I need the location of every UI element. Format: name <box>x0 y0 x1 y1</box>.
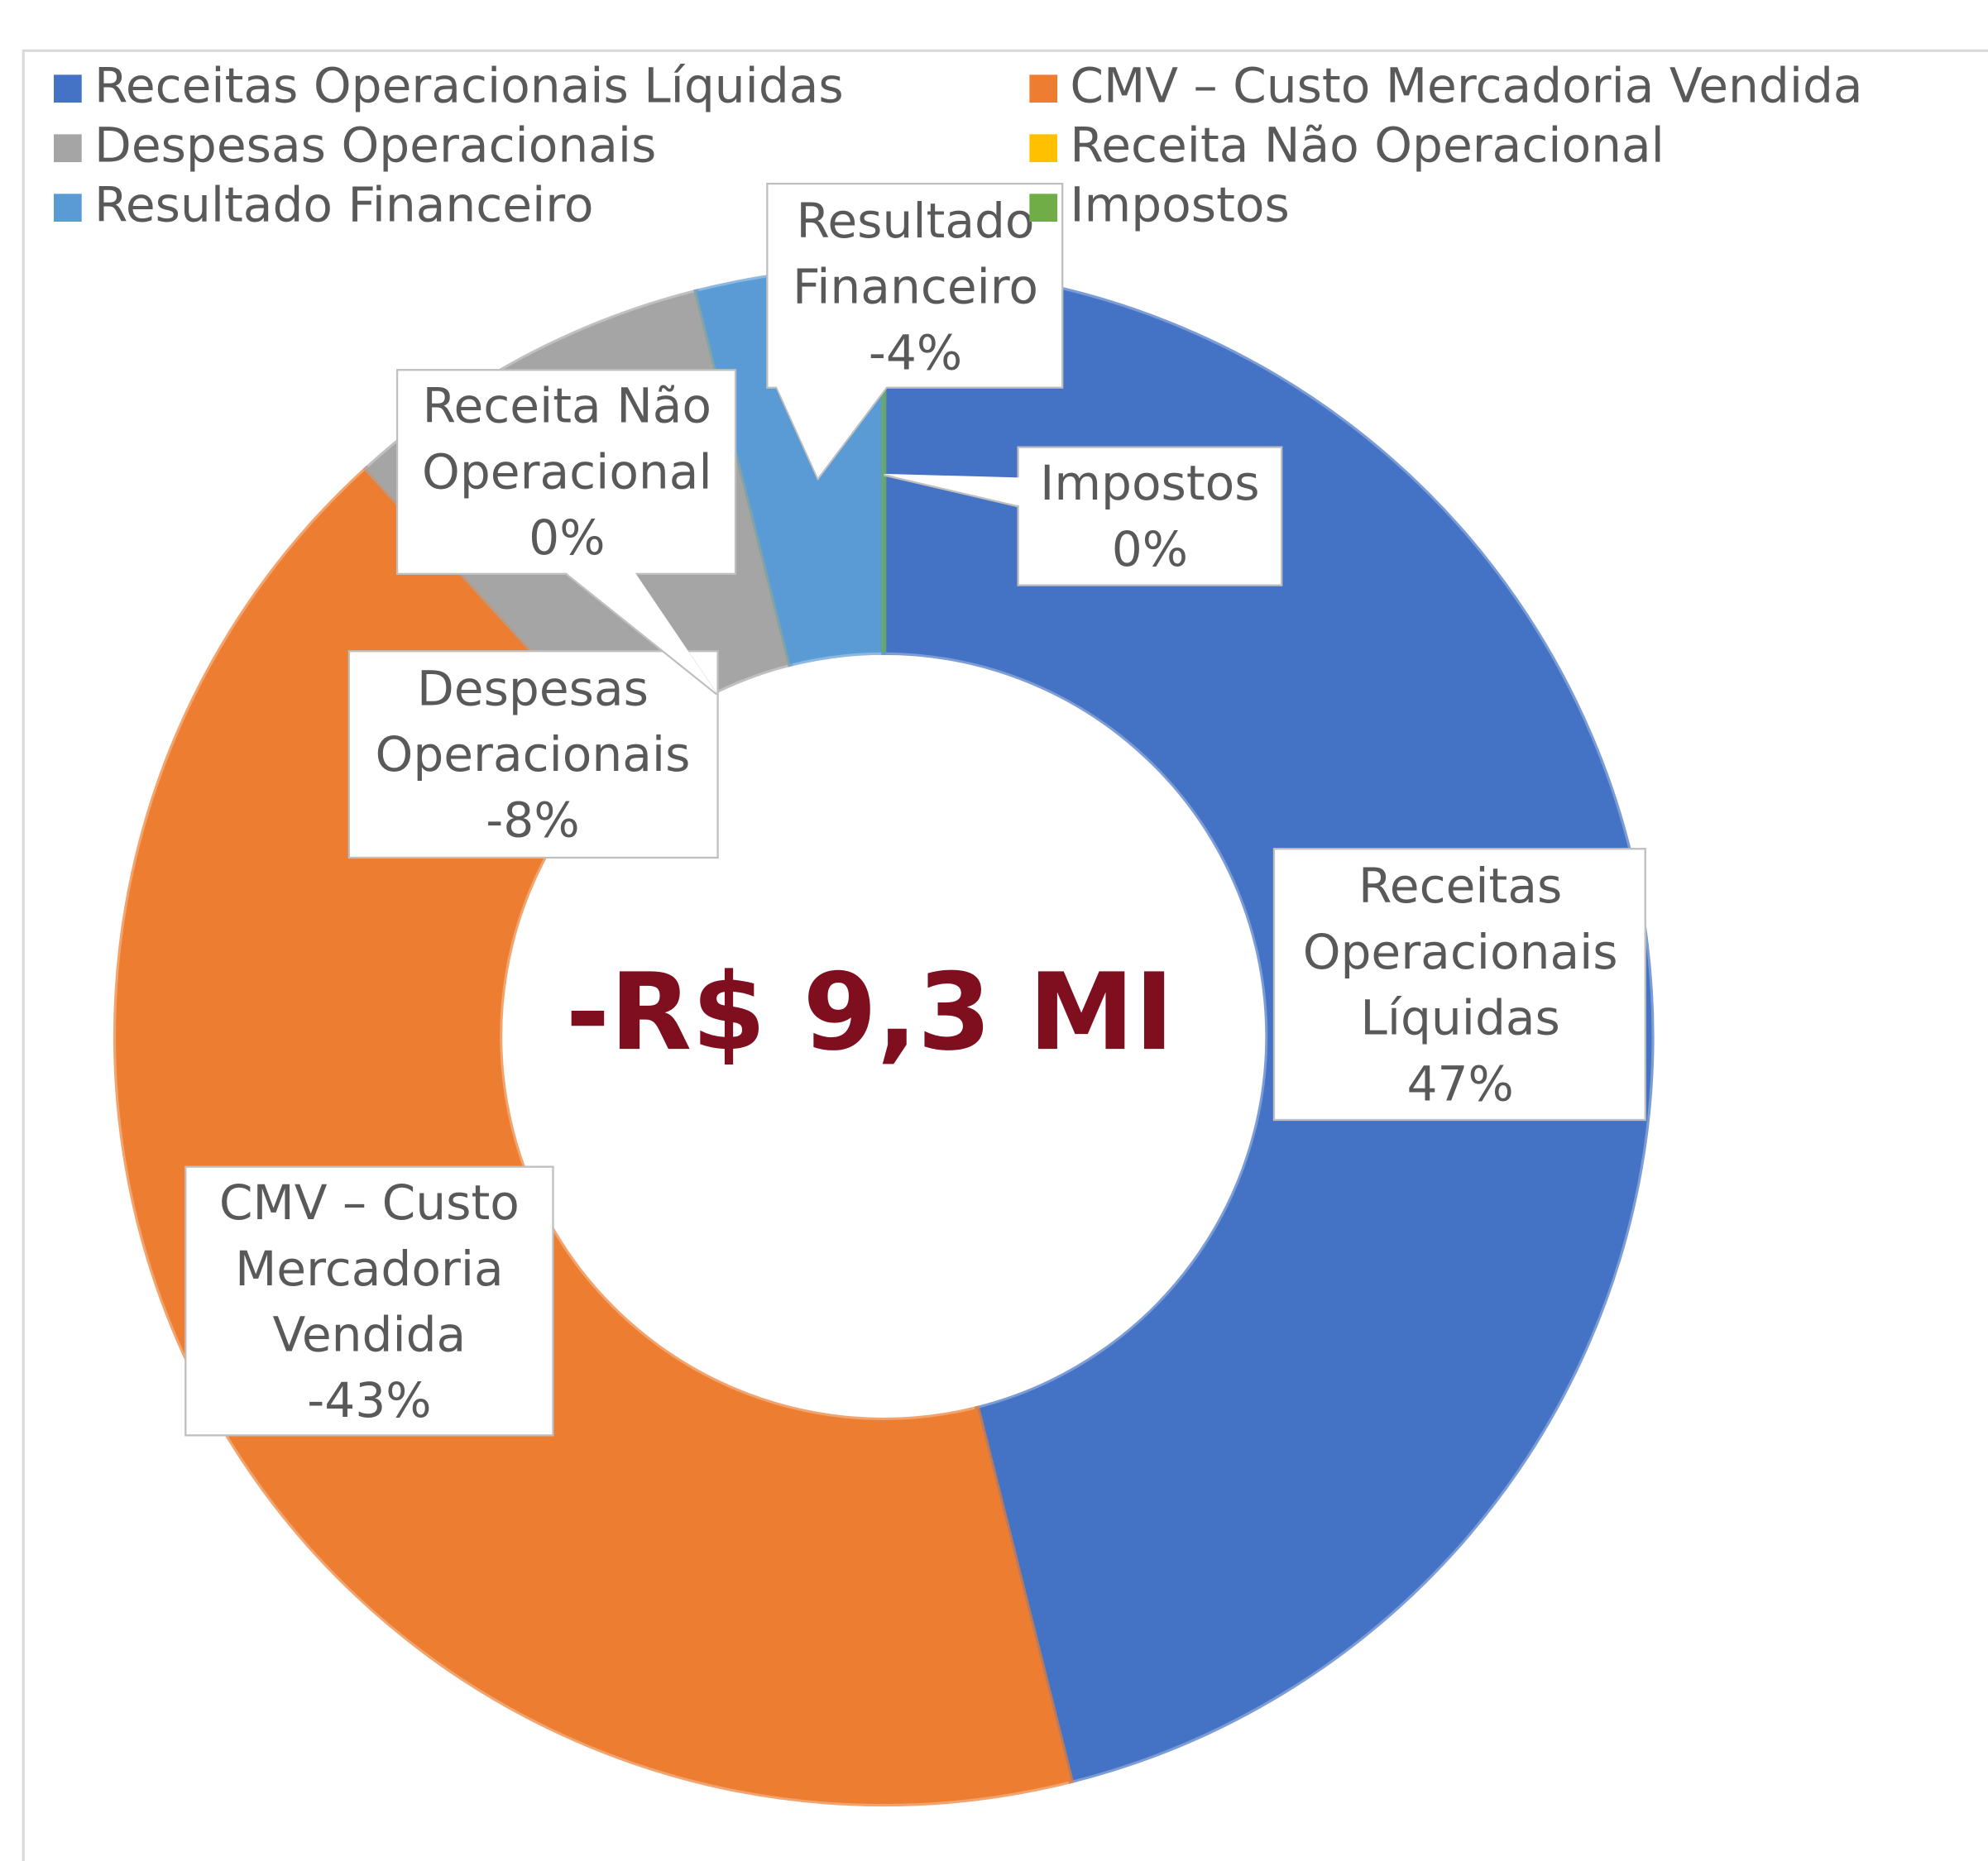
legend-label: Despesas Operacionais <box>94 117 656 173</box>
legend-swatch <box>54 194 82 222</box>
label-line: Operacional <box>422 443 712 500</box>
legend-label: CMV – Custo Mercadoria Vendida <box>1070 57 1862 113</box>
center-label: -R$ 9,3 MI <box>566 951 1174 1074</box>
label-line: Resultado <box>797 193 1035 249</box>
label-box <box>184 1165 554 1437</box>
legend-label: Impostos <box>1070 176 1289 232</box>
data-label-name: Receita Não Operacional <box>422 378 712 500</box>
legend-swatch <box>1029 134 1058 163</box>
data-label-name: Impostos <box>1040 455 1259 511</box>
legend-swatch <box>54 134 82 163</box>
data-label-name: Resultado Financeiro <box>793 193 1038 315</box>
data-label-value: -8% <box>486 792 579 849</box>
label-line: Líquidas <box>1360 990 1559 1046</box>
data-label-name: Despesas Operacionais <box>376 660 691 782</box>
label-box <box>1272 848 1646 1122</box>
label-box <box>766 182 1064 389</box>
legend-swatch <box>1029 74 1058 103</box>
data-label-value: -43% <box>307 1372 431 1428</box>
label-box <box>395 369 737 575</box>
label-line: CMV – Custo <box>219 1174 520 1231</box>
label-line: Mercadoria <box>235 1241 504 1297</box>
label-line: Operacionais <box>376 726 691 782</box>
data-label-value: 47% <box>1406 1055 1513 1112</box>
data-label-value: 0% <box>1112 521 1188 577</box>
label-line: Despesas <box>417 660 649 716</box>
legend-label: Resultado Financeiro <box>94 176 594 232</box>
label-line: Receita Não <box>423 378 711 434</box>
legend-swatch <box>54 74 82 103</box>
callout-pointer-fill <box>776 385 888 478</box>
legend-label: Receita Não Operacional <box>1070 117 1664 173</box>
label-line: Vendida <box>273 1307 467 1363</box>
legend-label: Receitas Operacionais Líquidas <box>94 57 844 113</box>
label-line: Operacionais <box>1303 924 1618 980</box>
data-label-value: 0% <box>529 510 605 566</box>
legend-swatch <box>1029 194 1058 222</box>
data-label-name: Receitas Operacionais Líquidas <box>1303 858 1618 1045</box>
label-line: Impostos <box>1040 455 1259 511</box>
label-line: Receitas <box>1358 858 1562 914</box>
label-line: Financeiro <box>793 259 1038 315</box>
donut-slice <box>881 266 1655 1784</box>
label-box <box>347 650 719 859</box>
data-label-name: CMV – Custo Mercadoria Vendida <box>219 1174 520 1362</box>
data-label-value: -4% <box>869 325 962 381</box>
label-box <box>1017 446 1283 586</box>
